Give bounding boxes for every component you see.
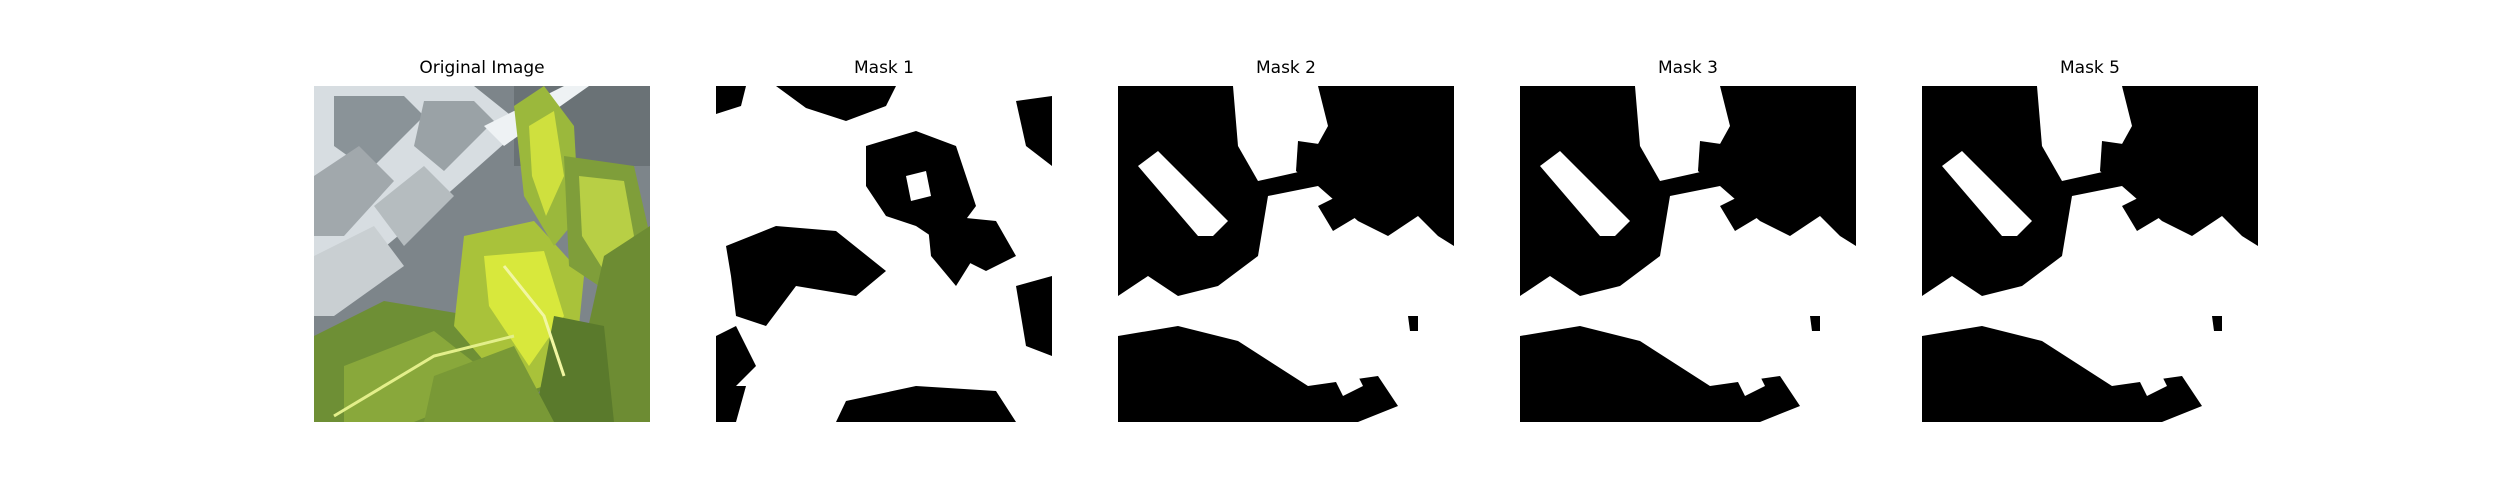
mask-1-image xyxy=(716,86,1052,422)
panel-original-image: Original Image xyxy=(314,58,650,422)
panel-title: Mask 2 xyxy=(1255,58,1316,78)
mask-3-image xyxy=(1520,86,1856,422)
panel-mask-3: Mask 3 xyxy=(1520,58,1856,422)
mask-3-drawing xyxy=(1520,86,1856,422)
original-photo xyxy=(314,86,650,422)
panel-mask-5: Mask 5 xyxy=(1922,58,2258,422)
panel-title: Mask 3 xyxy=(1657,58,1718,78)
mask-2-drawing xyxy=(1118,86,1454,422)
mask-5-image xyxy=(1922,86,2258,422)
panel-title: Mask 5 xyxy=(2059,58,2120,78)
original-photo-drawing xyxy=(314,86,650,422)
mask-2-image xyxy=(1118,86,1454,422)
panel-mask-2: Mask 2 xyxy=(1118,58,1454,422)
panel-mask-1: Mask 1 xyxy=(716,58,1052,422)
panel-title: Mask 1 xyxy=(853,58,914,78)
mask-1-drawing xyxy=(716,86,1052,422)
panel-title: Original Image xyxy=(419,58,545,78)
mask-5-drawing xyxy=(1922,86,2258,422)
